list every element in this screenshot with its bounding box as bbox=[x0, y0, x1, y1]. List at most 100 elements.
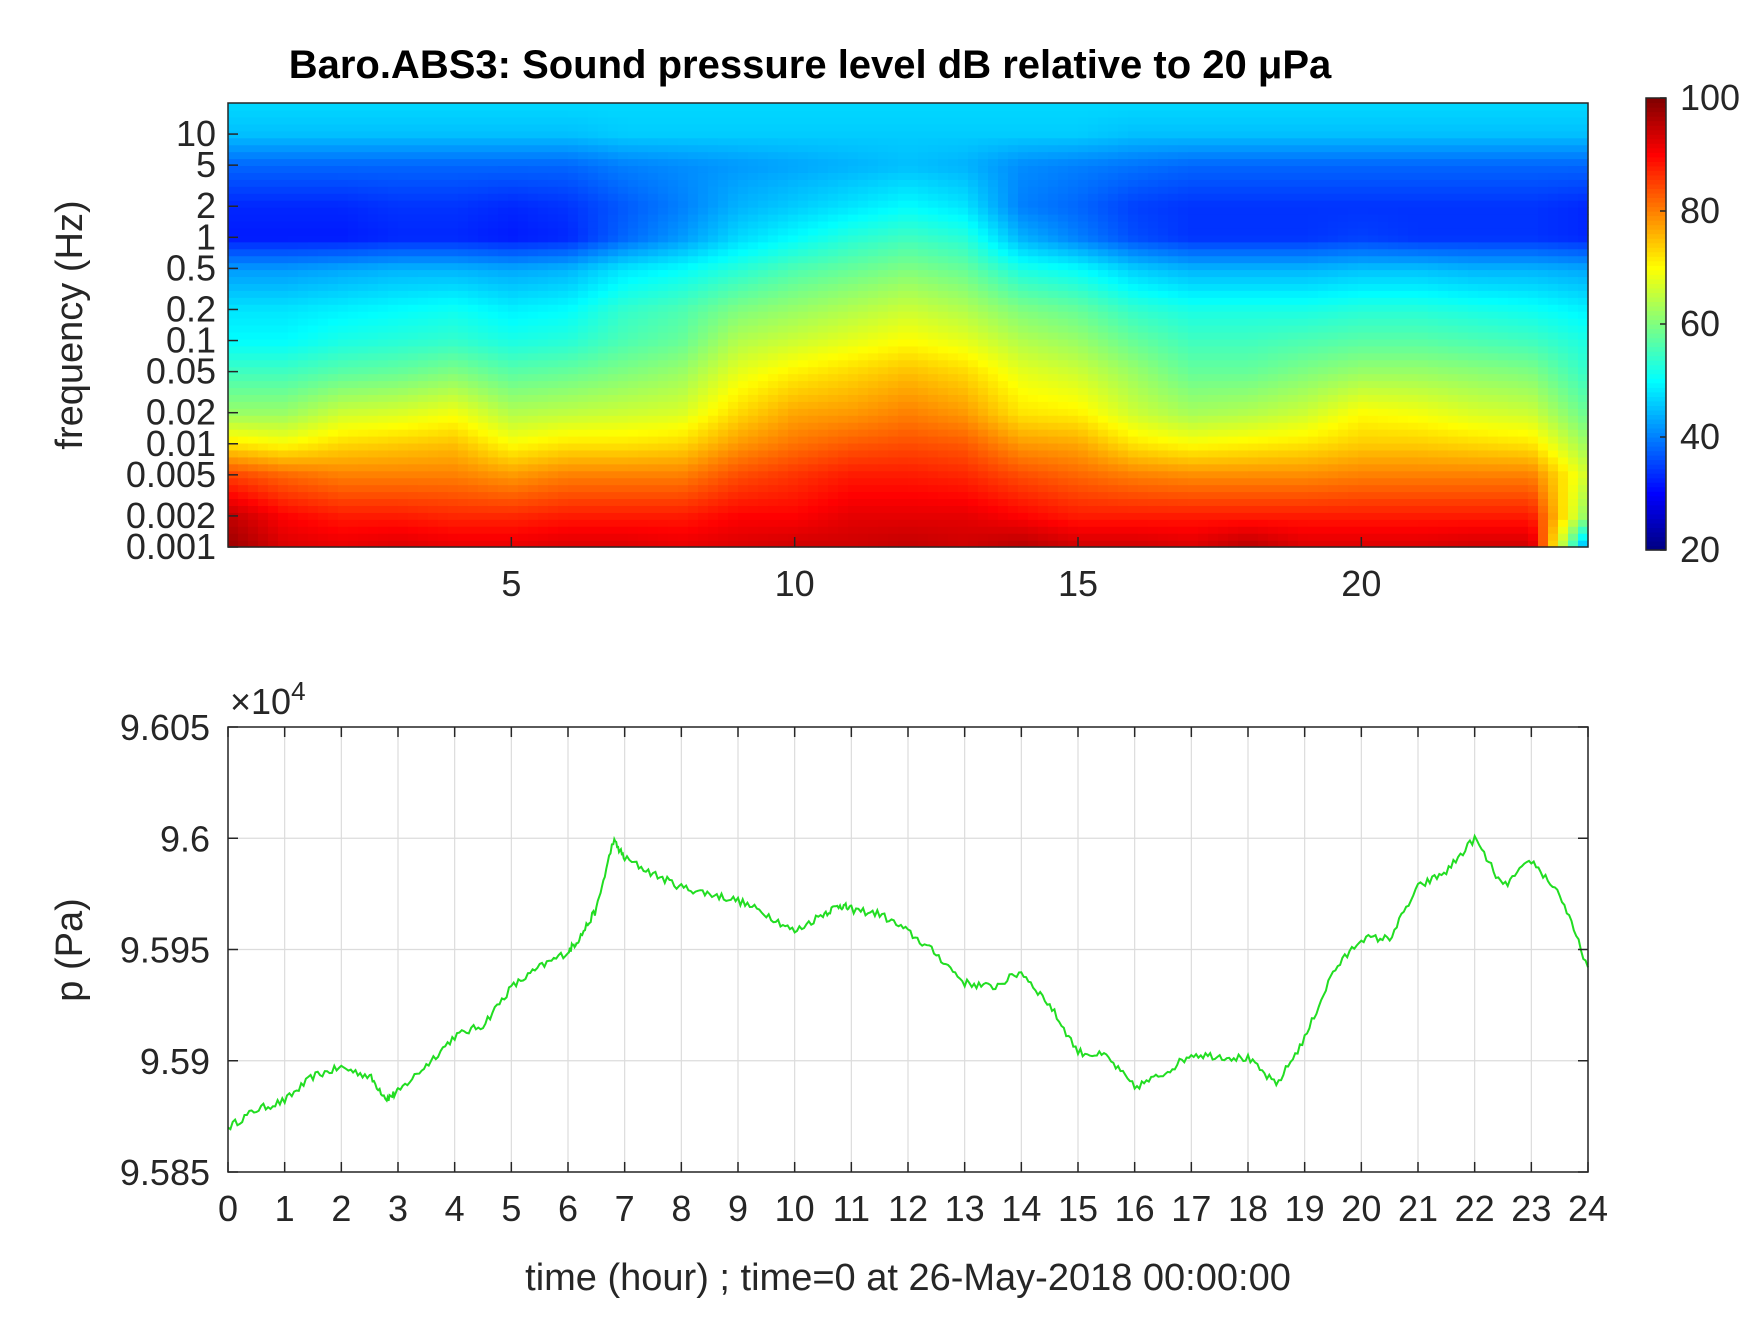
spectrogram-cell bbox=[518, 269, 529, 278]
spectrogram-cell bbox=[598, 172, 609, 180]
spectrogram-cell bbox=[308, 359, 319, 368]
spectrogram-cell bbox=[838, 331, 849, 340]
spectrogram-cell bbox=[408, 449, 419, 458]
spectrogram-cell bbox=[368, 172, 379, 180]
spectrogram-cell bbox=[998, 165, 1009, 173]
spectrogram-cell bbox=[948, 193, 959, 201]
spectrogram-cell bbox=[888, 456, 899, 465]
spectrogram-cell bbox=[808, 491, 819, 500]
spectrogram-cell bbox=[958, 477, 969, 486]
spectrogram-cell bbox=[408, 165, 419, 173]
spectrogram-cell bbox=[698, 262, 709, 271]
spectrogram-cell bbox=[578, 491, 589, 500]
spectrogram-cell bbox=[708, 123, 719, 132]
spectrogram-cell bbox=[408, 477, 419, 486]
spectrogram-cell bbox=[358, 422, 369, 430]
spectrogram-cell bbox=[498, 241, 509, 250]
spectrogram-cell bbox=[318, 380, 329, 389]
spectrogram-cell bbox=[568, 144, 579, 153]
spectrogram-cell bbox=[668, 484, 679, 493]
spectrogram-cell bbox=[558, 387, 569, 395]
spectrogram-cell bbox=[968, 304, 979, 312]
spectrogram-cell bbox=[348, 540, 359, 548]
spectrogram-cell bbox=[488, 359, 499, 368]
spectrogram-cell bbox=[348, 415, 359, 423]
spectrogram-cell bbox=[728, 290, 739, 298]
spectrogram-cell bbox=[928, 380, 939, 389]
spectrogram-cell bbox=[278, 498, 289, 506]
spectrogram-cell bbox=[628, 505, 639, 513]
spectrogram-cell bbox=[898, 512, 909, 520]
spectrogram-cell bbox=[458, 283, 469, 291]
spectrogram-cell bbox=[648, 207, 659, 215]
spectrogram-cell bbox=[558, 269, 569, 278]
spectrogram-cell bbox=[828, 442, 839, 451]
spectrogram-cell bbox=[538, 269, 549, 278]
spectrogram-cell bbox=[668, 262, 679, 271]
spectrogram-cell bbox=[478, 401, 489, 409]
spectrogram-cell bbox=[238, 200, 249, 208]
spectrogram-cell bbox=[458, 331, 469, 340]
spectrogram-cell bbox=[568, 200, 579, 208]
spectrogram-cell bbox=[668, 498, 679, 506]
spectrogram-cell bbox=[738, 207, 749, 215]
spectrogram-cell bbox=[778, 338, 789, 347]
spectrogram-cell bbox=[478, 429, 489, 437]
spectrogram-cell bbox=[718, 401, 729, 409]
spectrogram-cell bbox=[718, 338, 729, 347]
spectrogram-cell bbox=[528, 137, 539, 146]
spectrogram-cell bbox=[268, 526, 279, 534]
spectrogram-cell bbox=[758, 491, 769, 500]
spectrogram-cell bbox=[228, 200, 239, 208]
spectrogram-cell bbox=[288, 207, 299, 215]
spectrogram-cell bbox=[948, 436, 959, 444]
spectrogram-cell bbox=[978, 345, 989, 354]
spectrogram-cell bbox=[868, 269, 879, 278]
spectrogram-cell bbox=[728, 429, 739, 437]
spectrogram-cell bbox=[568, 540, 579, 548]
spectrogram-cell bbox=[398, 408, 409, 416]
spectrogram-cell bbox=[338, 470, 349, 479]
spectrogram-cell bbox=[298, 318, 309, 326]
spectrogram-cell bbox=[978, 165, 989, 173]
spectrogram-cell bbox=[888, 200, 899, 208]
spectrogram-cell bbox=[288, 491, 299, 500]
spectrogram-cell bbox=[278, 207, 289, 215]
spectrogram-cell bbox=[738, 533, 749, 541]
spectrogram-cell bbox=[778, 207, 789, 215]
spectrogram-cell bbox=[608, 144, 619, 153]
spectrogram-cell bbox=[848, 220, 859, 229]
spectrogram-cell bbox=[808, 345, 819, 354]
spectrogram-cell bbox=[858, 526, 869, 534]
spectrogram-cell bbox=[618, 318, 629, 326]
spectrogram-cell bbox=[498, 276, 509, 284]
spectrogram-cell bbox=[768, 290, 779, 298]
spectrogram-cell bbox=[378, 338, 389, 347]
spectrogram-cell bbox=[948, 116, 959, 125]
spectrogram-cell bbox=[508, 387, 519, 395]
spectrogram-cell bbox=[838, 276, 849, 284]
spectrogram-cell bbox=[918, 137, 929, 146]
spectrogram-cell bbox=[658, 144, 669, 153]
spectrogram-cell bbox=[988, 415, 999, 423]
spectrogram-cell bbox=[978, 179, 989, 187]
spectrogram-cell bbox=[798, 318, 809, 326]
spectrogram-cell bbox=[408, 311, 419, 319]
spectrogram-cell bbox=[508, 193, 519, 201]
spectrogram-cell bbox=[808, 109, 819, 118]
spectrogram-cell bbox=[928, 505, 939, 513]
spectrogram-cell bbox=[378, 220, 389, 229]
spectrogram-cell bbox=[258, 262, 269, 271]
spectrogram-cell bbox=[238, 366, 249, 375]
spectrogram-cell bbox=[458, 380, 469, 389]
spectrogram-cell bbox=[268, 297, 279, 305]
spectrogram-cell bbox=[348, 394, 359, 402]
spectrogram-cell bbox=[698, 359, 709, 368]
spectrogram-cell bbox=[528, 498, 539, 506]
spectrogram-cell bbox=[458, 151, 469, 160]
spectrogram-cell bbox=[568, 255, 579, 264]
spectrogram-cell bbox=[698, 269, 709, 278]
spectrogram-cell bbox=[638, 401, 649, 409]
spectrogram-cell bbox=[638, 137, 649, 146]
spectrogram-cell bbox=[398, 214, 409, 222]
